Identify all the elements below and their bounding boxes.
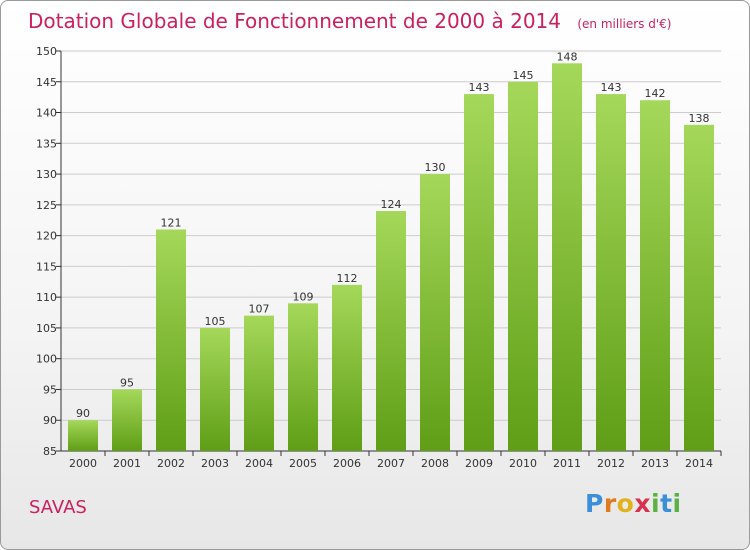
logo-letter: i — [651, 489, 661, 518]
data-label: 107 — [249, 303, 270, 316]
data-label: 109 — [293, 290, 314, 303]
x-tick-label: 2001 — [113, 457, 141, 470]
logo-letter: x — [634, 489, 651, 518]
x-tick-label: 2013 — [641, 457, 669, 470]
town-name: SAVAS — [29, 497, 87, 518]
x-tick-label: 2004 — [245, 457, 273, 470]
bar — [332, 284, 362, 451]
y-tick-label: 85 — [43, 445, 57, 458]
bar — [596, 94, 626, 452]
logo-letter: P — [585, 489, 604, 518]
data-label: 142 — [645, 87, 666, 100]
x-tick-label: 2007 — [377, 457, 405, 470]
y-tick-label: 90 — [43, 414, 57, 427]
data-label: 95 — [120, 376, 134, 389]
data-label: 148 — [557, 50, 578, 63]
data-label: 138 — [689, 112, 710, 125]
data-label: 130 — [425, 161, 446, 174]
x-tick-label: 2005 — [289, 457, 317, 470]
bar — [376, 211, 406, 451]
y-tick-label: 150 — [36, 45, 57, 58]
bar — [244, 315, 274, 451]
bar — [68, 420, 98, 451]
x-tick-label: 2014 — [685, 457, 713, 470]
y-tick-label: 130 — [36, 168, 57, 181]
data-label: 145 — [513, 69, 534, 82]
x-tick-label: 2009 — [465, 457, 493, 470]
y-tick-label: 145 — [36, 76, 57, 89]
chart-title-block: Dotation Globale de Fonctionnement de 20… — [28, 9, 671, 33]
y-tick-label: 140 — [36, 107, 57, 120]
data-label: 143 — [469, 81, 490, 94]
chart-title: Dotation Globale de Fonctionnement de 20… — [28, 9, 561, 33]
data-label: 124 — [381, 198, 402, 211]
bar — [288, 303, 318, 451]
x-tick-label: 2010 — [509, 457, 537, 470]
logo-letter: t — [660, 489, 673, 518]
x-tick-label: 2012 — [597, 457, 625, 470]
y-tick-label: 125 — [36, 199, 57, 212]
bar — [420, 174, 450, 452]
data-label: 112 — [337, 272, 358, 285]
data-label: 105 — [205, 315, 226, 328]
proxiti-logo: Proxiti — [585, 489, 682, 518]
data-label: 121 — [161, 216, 182, 229]
y-tick-label: 95 — [43, 383, 57, 396]
logo-letter: i — [672, 489, 682, 518]
chart-subtitle: (en milliers d'€) — [577, 17, 672, 31]
bar — [200, 327, 230, 451]
logo-letter: r — [603, 489, 617, 518]
y-tick-label: 100 — [36, 353, 57, 366]
x-tick-label: 2002 — [157, 457, 185, 470]
y-tick-label: 110 — [36, 291, 57, 304]
y-tick-label: 115 — [36, 260, 57, 273]
y-tick-label: 135 — [36, 137, 57, 150]
x-tick-label: 2008 — [421, 457, 449, 470]
data-label: 143 — [601, 81, 622, 94]
y-tick-label: 120 — [36, 230, 57, 243]
x-tick-label: 2006 — [333, 457, 361, 470]
x-tick-label: 2011 — [553, 457, 581, 470]
bar — [464, 94, 494, 452]
data-label: 90 — [76, 407, 90, 420]
bar — [156, 229, 186, 451]
bar — [508, 81, 538, 452]
y-tick-label: 105 — [36, 322, 57, 335]
bar — [552, 63, 582, 452]
logo-letter: o — [616, 489, 635, 518]
bar — [112, 389, 142, 451]
bar — [640, 100, 670, 451]
x-tick-label: 2003 — [201, 457, 229, 470]
bar — [684, 124, 714, 451]
x-tick-label: 2000 — [69, 457, 97, 470]
